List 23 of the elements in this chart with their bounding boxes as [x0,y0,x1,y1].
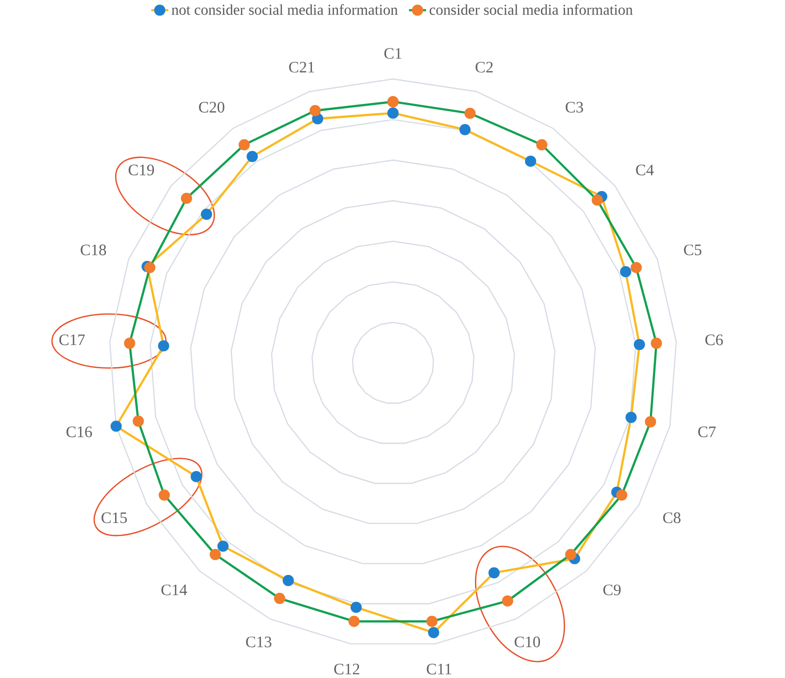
spoke-label: C14 [161,584,188,596]
spoke-label: C17 [59,334,85,346]
spoke-label: C20 [199,102,224,113]
spoke-label: C15 [102,512,127,524]
spoke-label: C7 [698,426,716,438]
spoke-label: C1 [384,48,402,59]
spoke-label: C18 [80,244,106,256]
spoke-label: C5 [684,244,702,256]
legend-label: not consider social media information [172,4,398,15]
spoke-label: C3 [566,102,584,113]
spoke-label: C16 [66,426,92,438]
spoke-label: C19 [128,164,154,176]
legend-label: consider social media information [430,4,633,15]
spoke-label: C13 [246,636,272,648]
spoke-label: C8 [663,512,680,524]
spoke-label: C4 [636,164,654,176]
spoke-label: C9 [603,584,621,596]
spoke-label: C21 [289,62,314,73]
spoke-label: C10 [514,636,540,648]
spoke-label: C12 [334,664,360,675]
spoke-label: C11 [426,664,452,675]
spoke-label: C6 [705,334,723,346]
spoke-label: C2 [476,62,493,73]
